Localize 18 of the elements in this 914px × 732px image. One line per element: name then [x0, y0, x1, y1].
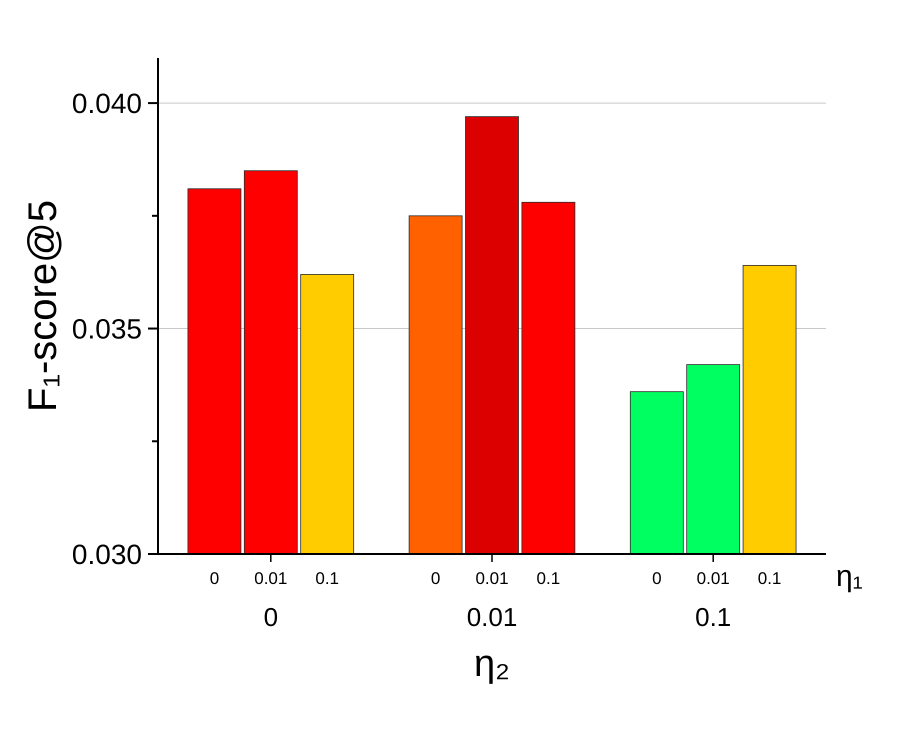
series-label: 0.01 [254, 569, 288, 588]
category-label: 0 [652, 569, 662, 588]
x-tick-label: 0.1 [695, 602, 732, 632]
category-label: 0.01 [696, 569, 730, 588]
category-label: 0.01 [475, 569, 509, 588]
y-tick-label: 0.035 [72, 313, 142, 344]
series-label: 0 [210, 569, 220, 588]
x-tick-label: 0 [264, 602, 278, 632]
y-tick-label: 0.040 [72, 88, 142, 119]
x-tick-label: 0.01 [466, 602, 518, 632]
legend-title: η₁ [836, 560, 863, 593]
x-axis-title: η₂ [474, 643, 510, 685]
category-label: 0.1 [536, 569, 560, 588]
category-label: 0 [430, 569, 440, 588]
y-axis-title: F₁-score@5 [21, 200, 65, 412]
category-label: 0.1 [758, 569, 782, 588]
series-label: 0.1 [315, 569, 340, 588]
y-tick-label: 0.030 [72, 538, 142, 570]
